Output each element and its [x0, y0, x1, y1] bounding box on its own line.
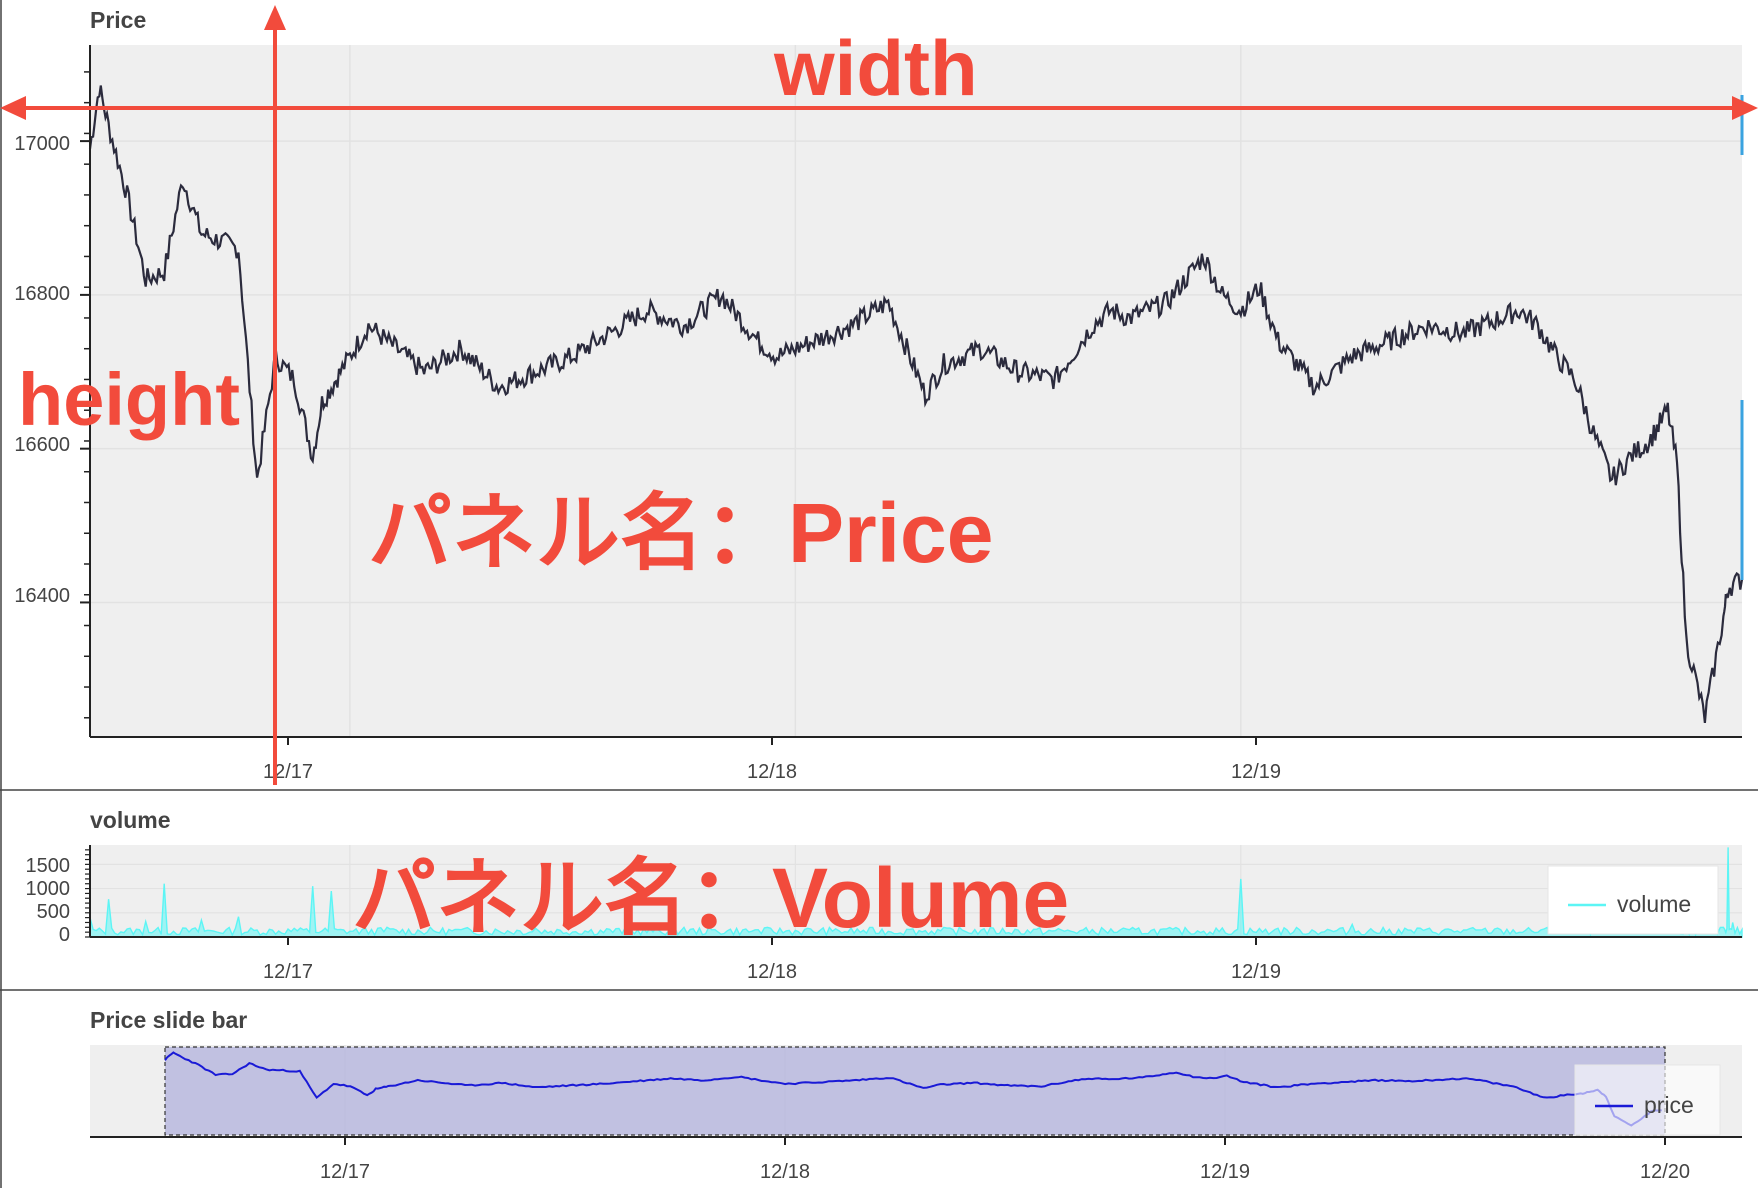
- slider-x-ticks: [344, 1137, 1666, 1145]
- volume-ytick-label: 500: [37, 901, 70, 923]
- slider-x-tick-labels: 12/17 12/18 12/19 12/20: [320, 1161, 1690, 1183]
- price-xtick-label: 12/17: [263, 761, 313, 783]
- volume-legend-box: [1547, 865, 1719, 935]
- price-ytick-label: 17000: [14, 133, 70, 155]
- price-panel-title: Price: [90, 7, 146, 33]
- price-series-line: [88, 85, 1744, 724]
- slider-panel: Price slide bar 12/17 12/18 12/19 12/20 …: [90, 1007, 1742, 1183]
- height-annotation-label: height: [18, 358, 240, 441]
- price-plot-area: [90, 45, 1742, 737]
- volume-xtick-label: 12/19: [1231, 961, 1281, 983]
- slider-xtick-label: 12/17: [320, 1161, 370, 1183]
- width-annotation-label: width: [773, 24, 978, 112]
- volume-xtick-label: 12/17: [263, 961, 313, 983]
- annotation-overlay: width height パネル名：Price パネル名：Volume: [0, 5, 1758, 945]
- slider-panel-title: Price slide bar: [90, 1007, 247, 1033]
- width-arrow-right-head: [1732, 96, 1758, 120]
- price-panel-annotation: パネル名：Price: [368, 486, 994, 580]
- volume-panel: volume 1500 1000 500 0 12/17 12/18 12/19…: [26, 807, 1743, 983]
- volume-series-area: [89, 847, 1743, 938]
- price-y-minor-ticks: [80, 71, 90, 719]
- price-x-ticks: [287, 737, 1257, 745]
- volume-y-minor-ticks: [85, 849, 90, 938]
- volume-x-tick-labels: 12/17 12/18 12/19: [263, 961, 1281, 983]
- slider-xtick-label: 12/19: [1200, 1161, 1250, 1183]
- slider-xtick-label: 12/20: [1640, 1161, 1690, 1183]
- volume-ytick-label: 1000: [26, 878, 71, 900]
- price-ytick-label: 16600: [14, 434, 70, 456]
- volume-panel-title: volume: [90, 807, 171, 833]
- price-panel: Price 17000 16800 16600 16400 12/17 12/1…: [14, 7, 1744, 783]
- price-y-tick-labels: 17000 16800 16600 16400: [14, 133, 70, 607]
- volume-ytick-label: 0: [59, 924, 70, 946]
- slider-selection-range[interactable]: [164, 1046, 1666, 1136]
- slider-legend: price: [1574, 1064, 1721, 1136]
- price-gridlines: [90, 45, 1742, 737]
- price-ytick-label: 16800: [14, 283, 70, 305]
- volume-panel-annotation: パネル名：Volume: [352, 851, 1069, 945]
- volume-y-tick-labels: 1500 1000 500 0: [26, 855, 71, 946]
- volume-xtick-label: 12/18: [747, 961, 797, 983]
- slider-legend-box: [1574, 1064, 1721, 1136]
- slider-series-line: [164, 1051, 1662, 1127]
- volume-x-ticks: [287, 937, 1257, 945]
- price-x-tick-labels: 12/17 12/18 12/19: [263, 761, 1281, 783]
- height-arrow-top-head: [264, 5, 286, 30]
- slider-xtick-label: 12/18: [760, 1161, 810, 1183]
- volume-plot-area: [90, 845, 1742, 937]
- slider-legend-label: price: [1644, 1092, 1694, 1118]
- price-xtick-label: 12/18: [747, 761, 797, 783]
- volume-legend-label: volume: [1617, 891, 1691, 917]
- volume-legend: volume: [1547, 865, 1719, 935]
- price-xtick-label: 12/19: [1231, 761, 1281, 783]
- width-arrow-left-head: [0, 96, 26, 120]
- volume-ytick-label: 1500: [26, 855, 71, 877]
- price-ytick-label: 16400: [14, 585, 70, 607]
